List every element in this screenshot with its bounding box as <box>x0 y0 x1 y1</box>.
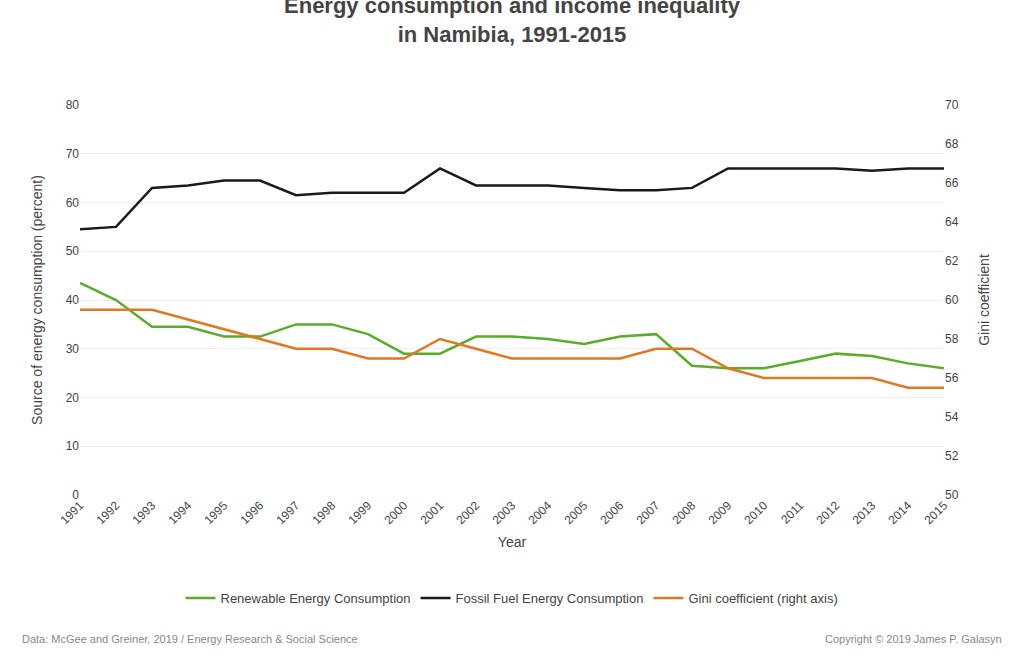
svg-text:Gini coefficient (right axis): Gini coefficient (right axis) <box>688 591 837 606</box>
svg-text:2008: 2008 <box>670 498 699 527</box>
svg-text:2001: 2001 <box>418 498 447 527</box>
svg-text:66: 66 <box>945 176 959 190</box>
svg-text:30: 30 <box>66 342 80 356</box>
svg-text:50: 50 <box>945 488 959 502</box>
svg-text:2000: 2000 <box>382 498 411 527</box>
svg-text:52: 52 <box>945 449 959 463</box>
svg-text:2004: 2004 <box>526 498 555 527</box>
svg-text:2015: 2015 <box>922 498 951 527</box>
svg-text:1991: 1991 <box>58 498 87 527</box>
svg-text:2009: 2009 <box>706 498 735 527</box>
svg-text:56: 56 <box>945 371 959 385</box>
svg-text:2010: 2010 <box>742 498 771 527</box>
svg-text:10: 10 <box>66 439 80 453</box>
svg-text:2002: 2002 <box>454 498 483 527</box>
svg-text:1996: 1996 <box>238 498 267 527</box>
svg-text:2005: 2005 <box>562 498 591 527</box>
svg-text:Data: McGee and Greiner, 2019: Data: McGee and Greiner, 2019 / Energy R… <box>22 633 358 645</box>
svg-text:1997: 1997 <box>274 498 303 527</box>
svg-text:2013: 2013 <box>850 498 879 527</box>
svg-text:2007: 2007 <box>634 498 663 527</box>
svg-text:1999: 1999 <box>346 498 375 527</box>
svg-text:Renewable Energy Consumption: Renewable Energy Consumption <box>221 591 411 606</box>
svg-text:Gini coefficient: Gini coefficient <box>976 254 992 346</box>
svg-text:54: 54 <box>945 410 959 424</box>
svg-text:50: 50 <box>66 244 80 258</box>
svg-text:40: 40 <box>66 293 80 307</box>
svg-text:Energy consumption and income: Energy consumption and income inequality… <box>284 0 741 47</box>
svg-text:Year: Year <box>498 534 527 550</box>
svg-text:2011: 2011 <box>778 498 806 526</box>
svg-text:68: 68 <box>945 137 959 151</box>
svg-text:Copyright © 2019 James P. Gala: Copyright © 2019 James P. Galasyn <box>825 633 1002 645</box>
svg-text:60: 60 <box>945 293 959 307</box>
svg-text:1994: 1994 <box>166 498 195 527</box>
svg-text:2006: 2006 <box>598 498 627 527</box>
svg-text:70: 70 <box>66 147 80 161</box>
svg-text:64: 64 <box>945 215 959 229</box>
svg-text:58: 58 <box>945 332 959 346</box>
svg-text:2003: 2003 <box>490 498 519 527</box>
svg-text:60: 60 <box>66 196 80 210</box>
svg-text:1995: 1995 <box>202 498 231 527</box>
svg-text:Source of energy consumption (: Source of energy consumption (percent) <box>29 175 45 425</box>
svg-text:1998: 1998 <box>310 498 339 527</box>
svg-text:1992: 1992 <box>94 498 123 527</box>
svg-text:80: 80 <box>66 98 80 112</box>
svg-text:2014: 2014 <box>886 498 915 527</box>
svg-text:Fossil Fuel Energy Consumption: Fossil Fuel Energy Consumption <box>456 591 644 606</box>
svg-text:1993: 1993 <box>130 498 159 527</box>
svg-text:2012: 2012 <box>814 498 843 527</box>
svg-text:20: 20 <box>66 391 80 405</box>
svg-text:0: 0 <box>72 488 79 502</box>
svg-text:62: 62 <box>945 254 959 268</box>
svg-text:70: 70 <box>945 98 959 112</box>
